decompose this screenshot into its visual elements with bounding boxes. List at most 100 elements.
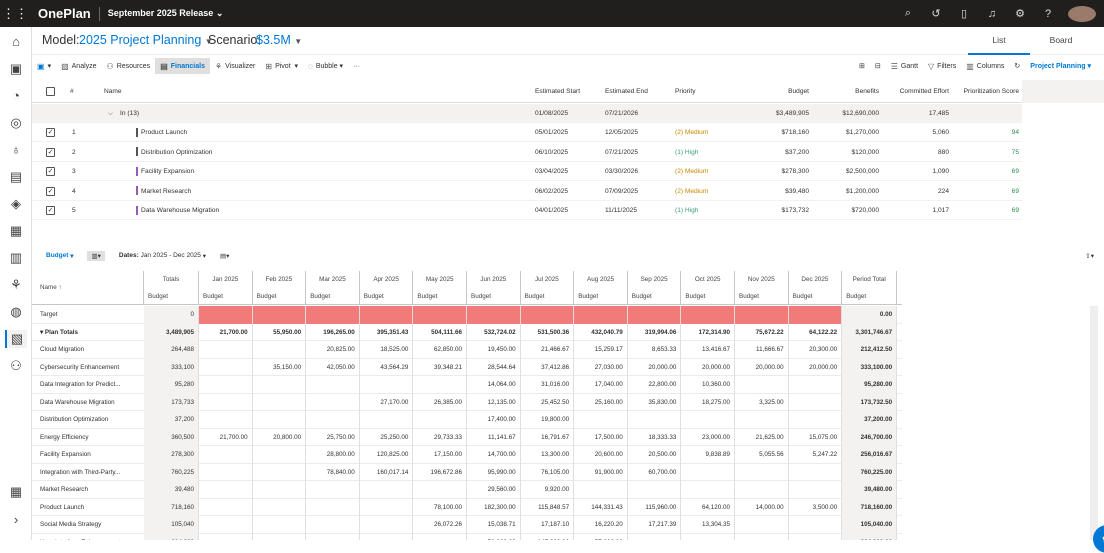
project-budget-row[interactable]: Cloud Migration 264,488 20,825.00 18,525.00… [32, 341, 902, 359]
month-cell[interactable] [789, 411, 843, 429]
month-cell[interactable]: 9,920.00 [521, 481, 575, 499]
month-cell[interactable] [520, 306, 575, 324]
dates-selector[interactable]: Dates: Jan 2025 - Dec 2025 ▾ [118, 252, 206, 260]
project-link[interactable]: Product Launch [136, 123, 187, 142]
month-cell[interactable] [789, 533, 843, 540]
bookmark-icon[interactable]: ▯ [960, 8, 968, 20]
month-cell[interactable]: 17,150.00 [413, 446, 467, 464]
month-cell[interactable] [306, 376, 360, 394]
search-icon[interactable]: ⌕ [904, 7, 912, 19]
month-cell[interactable]: 115,848.57 [521, 498, 575, 516]
chevron-down-icon[interactable]: ⌵ [108, 110, 113, 117]
month-cell[interactable] [735, 411, 789, 429]
month-cell[interactable]: 78,840.00 [306, 463, 360, 481]
month-cell[interactable]: 75,672.22 [735, 323, 789, 341]
row-checkbox[interactable]: ✓ [46, 167, 55, 176]
row-checkbox[interactable]: ✓ [46, 186, 55, 196]
month-cell[interactable]: 160,017.14 [360, 463, 414, 481]
month-cell[interactable]: 28,544.64 [467, 358, 521, 376]
month-cell[interactable]: 5,055.56 [735, 446, 789, 464]
month-cell[interactable]: 15,259.17 [574, 341, 628, 359]
budget-selector[interactable]: Budget ▾ [46, 252, 74, 260]
more-icon[interactable]: ··· [353, 62, 361, 70]
history-icon[interactable]: ↺ [931, 8, 941, 20]
month-cell[interactable] [252, 306, 307, 324]
month-cell[interactable]: 13,416.67 [681, 341, 735, 359]
month-cell[interactable]: 27,170.00 [360, 393, 414, 411]
month-cell[interactable] [789, 516, 843, 534]
month-cell[interactable]: 42,050.00 [306, 358, 360, 376]
month-cell[interactable] [253, 498, 307, 516]
month-cell[interactable] [199, 533, 253, 540]
month-cell[interactable] [253, 376, 307, 394]
month-cell[interactable] [199, 358, 253, 376]
month-cell[interactable]: 395,351.43 [360, 323, 414, 341]
month-cell[interactable]: 17,500.00 [574, 428, 628, 446]
month-cell[interactable]: 17,040.00 [574, 376, 628, 394]
month-cell[interactable]: 55,950.00 [253, 323, 307, 341]
month-cell[interactable] [628, 481, 682, 499]
month-cell[interactable]: 64,120.00 [681, 498, 735, 516]
month-cell[interactable] [253, 533, 307, 540]
month-cell[interactable]: 15,075.00 [789, 428, 843, 446]
month-cell[interactable] [789, 463, 843, 481]
month-cell[interactable] [199, 481, 253, 499]
month-cell[interactable] [360, 533, 414, 540]
month-cell[interactable] [788, 306, 843, 324]
month-cell[interactable]: 21,466.67 [521, 341, 575, 359]
month-cell[interactable] [413, 376, 467, 394]
month-cell[interactable]: 18,525.00 [360, 341, 414, 359]
project-row[interactable]: ✓ 1 Product Launch 05/01/2025 12/05/2025 (2) … [32, 123, 1022, 142]
scrollbar[interactable] [1090, 306, 1098, 540]
project-row[interactable]: ✓ 4 Market Research 06/02/2025 07/09/2025 (2)… [32, 182, 1022, 201]
month-cell[interactable]: 9,838.89 [681, 446, 735, 464]
home-icon[interactable]: ⌂ [12, 34, 20, 49]
project-link[interactable]: Market Research [136, 182, 191, 201]
month-cell[interactable]: 13,304.35 [681, 516, 735, 534]
avatar[interactable] [1068, 5, 1096, 22]
month-cell[interactable]: 91,900.00 [574, 463, 628, 481]
month-cell[interactable] [199, 376, 253, 394]
project-budget-row[interactable]: Market Research 39,480 29,560.00 9,920.00 39… [32, 481, 902, 499]
month-cell[interactable]: 26,072.26 [413, 516, 467, 534]
sort-up-icon[interactable]: ↑ [58, 284, 62, 291]
timer-icon[interactable]: ◔ [12, 88, 20, 103]
month-cell[interactable]: 20,000.00 [789, 358, 843, 376]
month-cell[interactable]: 76,105.00 [521, 463, 575, 481]
month-cell[interactable]: 19,800.00 [521, 411, 575, 429]
month-cell[interactable] [253, 481, 307, 499]
analytics-icon[interactable]: ◍ [10, 304, 22, 319]
month-cell[interactable] [681, 533, 735, 540]
financials-icon[interactable]: ▧ [5, 330, 27, 348]
month-cell[interactable]: 20,000.00 [681, 358, 735, 376]
month-cell[interactable] [789, 376, 843, 394]
month-cell[interactable] [253, 516, 307, 534]
person-icon[interactable]: ⚇ [10, 358, 22, 373]
month-cell[interactable] [306, 533, 360, 540]
col-score[interactable]: Prioritization Score [963, 88, 1019, 95]
month-cell[interactable] [360, 411, 414, 429]
month-cell[interactable] [789, 393, 843, 411]
month-cell[interactable]: 5,247.22 [789, 446, 843, 464]
month-cell[interactable]: 532,724.02 [467, 323, 521, 341]
month-cell[interactable]: 29,733.33 [413, 428, 467, 446]
project-budget-row[interactable]: Data Warehouse Migration 173,733 27,170.00… [32, 393, 902, 411]
expand-icon[interactable]: ⊞ [858, 63, 865, 70]
month-cell[interactable] [413, 481, 467, 499]
month-cell[interactable]: 12,135.00 [467, 393, 521, 411]
month-cell[interactable] [467, 306, 521, 324]
row-checkbox[interactable]: ✓ [46, 206, 55, 215]
month-cell[interactable]: 19,450.00 [467, 341, 521, 359]
app-launcher-icon[interactable]: ⋮⋮ [2, 5, 28, 21]
month-cell[interactable]: 17,217.39 [628, 516, 682, 534]
month-cell[interactable] [360, 498, 414, 516]
month-cell[interactable] [681, 481, 735, 499]
month-cell[interactable]: 17,187.10 [521, 516, 575, 534]
scenario-selector[interactable]: $3.5M ▼ [256, 33, 302, 47]
month-cell[interactable]: 62,850.00 [413, 341, 467, 359]
month-cell[interactable] [735, 463, 789, 481]
month-cell[interactable]: 504,111.66 [413, 323, 467, 341]
month-cell[interactable] [253, 341, 307, 359]
month-cell[interactable] [199, 341, 253, 359]
cube-icon[interactable]: ◈ [11, 196, 21, 211]
